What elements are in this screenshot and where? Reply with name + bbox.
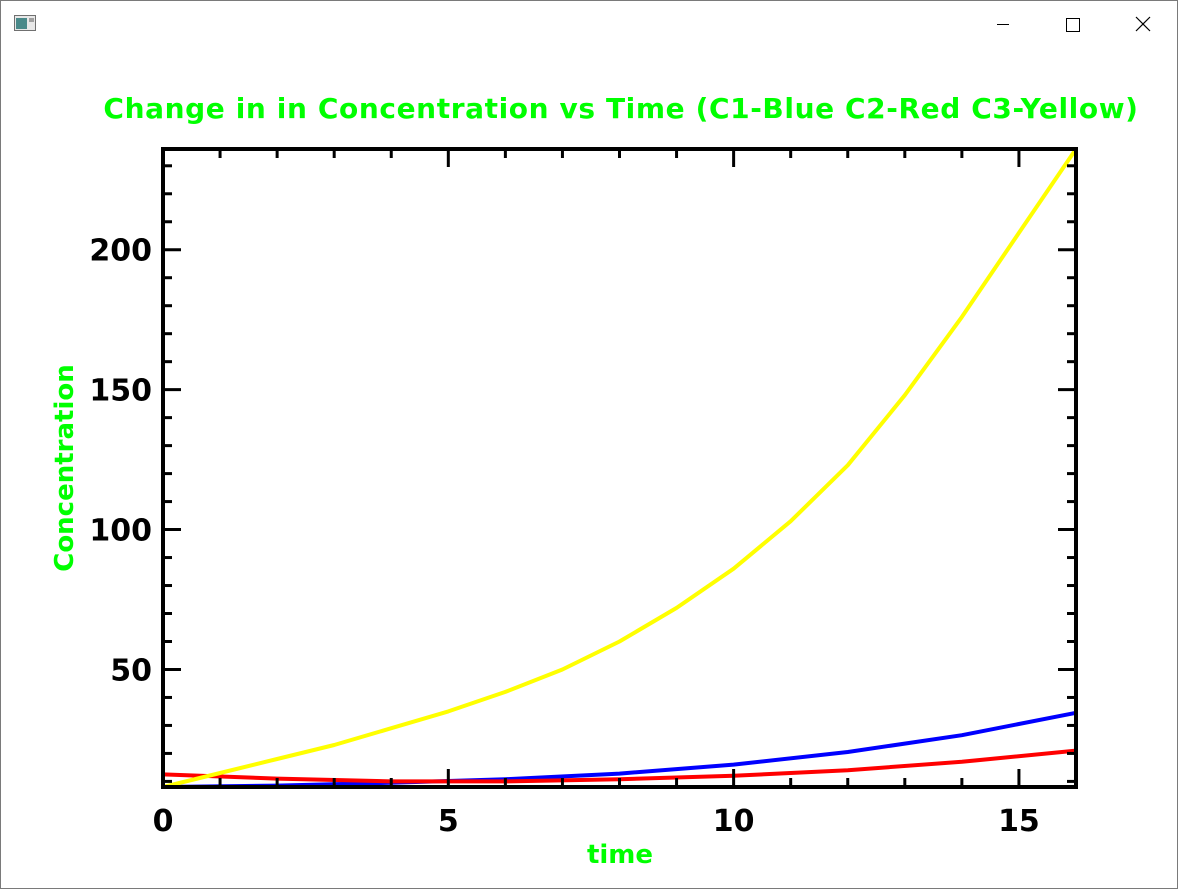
axes-layer [161, 147, 1078, 789]
x-tick-label: 10 [713, 804, 755, 839]
close-button[interactable] [1108, 1, 1178, 47]
y-tick-label: 200 [89, 234, 152, 269]
close-icon [1135, 16, 1151, 32]
x-axis-label: time [587, 840, 653, 870]
plot-frame [161, 147, 1078, 789]
y-tick-label: 100 [89, 514, 152, 549]
x-tick-label: 0 [153, 804, 174, 839]
series-layer [162, 147, 1078, 789]
x-tick-label: 5 [438, 804, 459, 839]
x-tick-label: 15 [998, 804, 1040, 839]
minimize-icon [997, 24, 1009, 25]
chart-title: Change in in Concentration vs Time (C1-B… [103, 92, 1138, 125]
minimize-button[interactable] [968, 1, 1038, 47]
series-line-3 [162, 147, 1078, 789]
y-tick-label: 150 [89, 374, 152, 409]
ticks-layer: 0 5 10 15 50 100 150 200 [89, 149, 1078, 839]
app-icon [14, 15, 36, 31]
y-axis-label: Concentration [50, 364, 80, 572]
maximize-button[interactable] [1038, 1, 1108, 47]
maximize-icon [1066, 18, 1080, 32]
series-line-1 [162, 710, 1077, 789]
title-bar[interactable] [1, 1, 1177, 47]
y-tick-label: 50 [110, 653, 152, 688]
